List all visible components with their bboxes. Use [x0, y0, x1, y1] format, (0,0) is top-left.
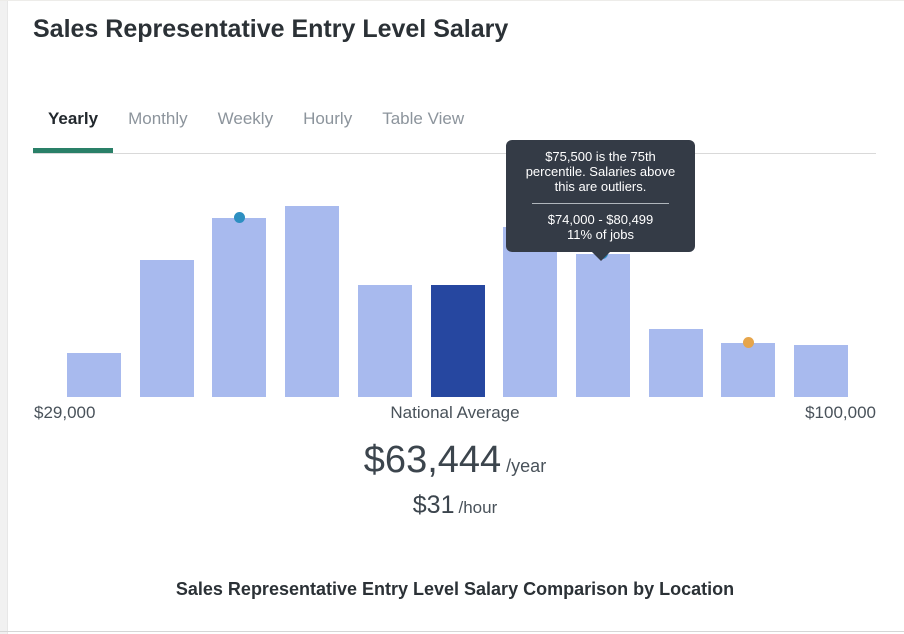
tooltip-salary-range: $74,000 - $80,499 — [547, 212, 654, 227]
histogram-bar[interactable] — [285, 206, 339, 397]
histogram-bar-national-average[interactable] — [431, 285, 485, 397]
axis-label-max: $100,000 — [805, 403, 876, 422]
histogram-bar[interactable] — [503, 227, 557, 397]
histogram-bar[interactable] — [649, 329, 703, 397]
period-tabs: Yearly Monthly Weekly Hourly Table View — [33, 104, 876, 154]
percentile-tooltip: $75,500 is the 75th percentile. Salaries… — [506, 140, 695, 261]
tooltip-jobs-share: 11% of jobs — [567, 227, 634, 242]
hourly-salary-unit: /hour — [458, 498, 498, 517]
page-gutter — [0, 1, 8, 634]
yearly-salary-unit: /year — [506, 456, 547, 476]
tooltip-note-line: this are outliers. — [554, 179, 647, 194]
axis-label-min: $29,000 — [34, 403, 96, 422]
tooltip-note-line: $75,500 is the 75th — [545, 149, 656, 164]
tab-yearly[interactable]: Yearly — [33, 104, 113, 153]
page-title: Sales Representative Entry Level Salary — [33, 15, 509, 43]
hourly-salary-line: $31/hour — [34, 490, 876, 523]
yearly-salary-value: $63,444 — [363, 439, 502, 481]
salary-summary: $63,444/year $31/hour — [34, 439, 876, 523]
histogram-bar[interactable] — [794, 345, 848, 397]
bottom-divider — [0, 631, 904, 632]
histogram-bar[interactable] — [721, 343, 775, 397]
tab-weekly[interactable]: Weekly — [217, 109, 274, 128]
axis-label-national-average: National Average — [390, 403, 520, 422]
x-axis-labels: $29,000 National Average $100,000 — [34, 403, 876, 425]
histogram-bar[interactable] — [212, 218, 266, 397]
percentile-marker-dot-icon[interactable] — [234, 212, 245, 223]
histogram-bar[interactable] — [140, 260, 194, 397]
tooltip-divider — [532, 203, 669, 204]
tab-monthly[interactable]: Monthly — [128, 109, 188, 128]
outlier-marker-dot-icon[interactable] — [743, 337, 754, 348]
tab-hourly[interactable]: Hourly — [303, 109, 353, 128]
histogram-bar[interactable] — [576, 254, 630, 397]
hourly-salary-value: $31 — [412, 491, 455, 519]
salary-histogram — [34, 206, 876, 397]
tooltip-note-line: percentile. Salaries above — [525, 164, 676, 179]
tab-table-view[interactable]: Table View — [382, 109, 465, 128]
histogram-bar[interactable] — [358, 285, 412, 397]
comparison-section-heading: Sales Representative Entry Level Salary … — [175, 579, 735, 599]
yearly-salary-line: $63,444/year — [34, 439, 876, 487]
histogram-bar[interactable] — [67, 353, 121, 397]
